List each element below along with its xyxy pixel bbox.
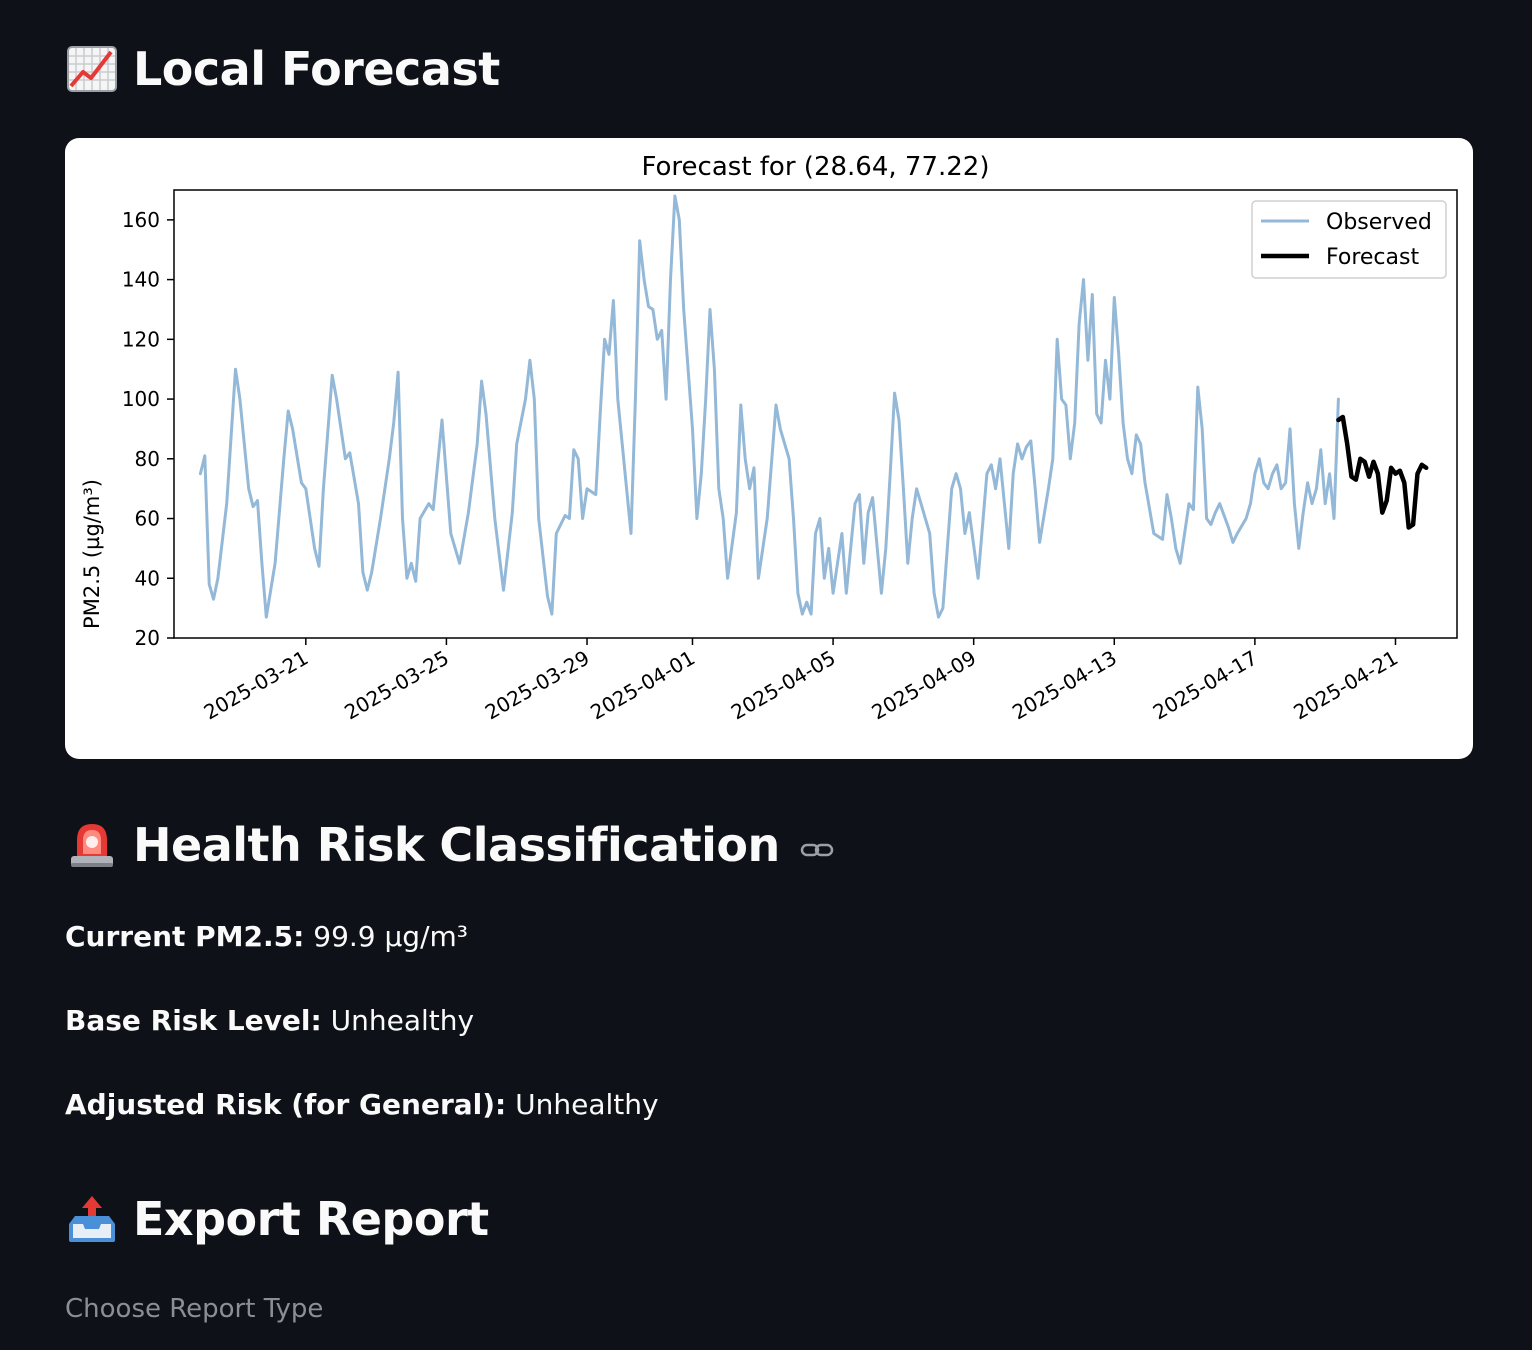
- health-risk-title: Health Risk Classification: [133, 818, 780, 872]
- police-light-icon: [65, 818, 119, 872]
- series-line-observed: [198, 194, 1340, 619]
- chart-series: [198, 194, 1429, 619]
- local-forecast-title: Local Forecast: [133, 42, 500, 96]
- adjusted-risk-label: Adjusted Risk (for General):: [65, 1088, 507, 1121]
- forecast-chart-svg: Forecast for (28.64, 77.22) PM2.5 (µg/m³…: [80, 152, 1458, 724]
- current-pm25-line: Current PM2.5: 99.9 µg/m³: [65, 920, 468, 953]
- y-tick-label: 100: [122, 387, 160, 411]
- x-axis-ticks: 2025-03-21 2025-03-25 2025-03-292025-04-01…: [200, 638, 1402, 724]
- link-icon[interactable]: [800, 840, 834, 860]
- y-tick-label: 140: [122, 268, 160, 292]
- export-report-heading: Export Report: [65, 1192, 489, 1246]
- x-tick-label: 2025-04-17: [1149, 646, 1262, 725]
- chart-y-axis-label: PM2.5 (µg/m³): [80, 479, 104, 629]
- chart-increasing-icon: [65, 42, 119, 96]
- legend-label-forecast: Forecast: [1326, 245, 1419, 270]
- legend-label-observed: Observed: [1326, 210, 1432, 235]
- y-tick-label: 60: [135, 507, 160, 531]
- x-tick-label: 2025-04-21: [1289, 646, 1402, 725]
- outbox-tray-icon: [65, 1192, 119, 1246]
- x-tick-label: 2025-04-09: [868, 646, 981, 725]
- current-pm25-value: 99.9 µg/m³: [313, 920, 469, 953]
- y-tick-label: 80: [135, 447, 160, 471]
- base-risk-line: Base Risk Level: Unhealthy: [65, 1004, 474, 1037]
- y-tick-label: 40: [135, 566, 160, 590]
- y-axis-ticks: 20 40 60 80 100 120 140 160: [122, 208, 174, 650]
- y-tick-label: 120: [122, 327, 160, 351]
- base-risk-value: Unhealthy: [330, 1004, 475, 1037]
- adjusted-risk-value: Unhealthy: [515, 1088, 659, 1121]
- report-type-label: Choose Report Type: [65, 1294, 324, 1324]
- x-tick-label: 2025-04-05: [727, 646, 840, 725]
- x-tick-label: 2025-03-29: [481, 646, 594, 725]
- chart-legend: Observed Forecast: [1251, 200, 1447, 279]
- x-tick-label: 2025-03-21: [200, 646, 313, 725]
- base-risk-label: Base Risk Level:: [65, 1004, 322, 1037]
- export-report-title: Export Report: [133, 1192, 489, 1246]
- adjusted-risk-line: Adjusted Risk (for General): Unhealthy: [65, 1088, 659, 1121]
- forecast-chart: Forecast for (28.64, 77.22) PM2.5 (µg/m³…: [65, 138, 1473, 759]
- plot-frame: [173, 189, 1458, 639]
- x-tick-label: 2025-04-01: [586, 646, 699, 725]
- x-tick-label: 2025-03-25: [340, 646, 453, 725]
- y-tick-label: 20: [135, 626, 160, 650]
- y-tick-label: 160: [122, 208, 160, 232]
- local-forecast-heading: Local Forecast: [65, 42, 500, 96]
- health-risk-heading: Health Risk Classification: [65, 818, 834, 872]
- current-pm25-label: Current PM2.5:: [65, 920, 305, 953]
- x-tick-label: 2025-04-13: [1008, 646, 1121, 725]
- series-line-forecast: [1336, 414, 1429, 530]
- chart-title: Forecast for (28.64, 77.22): [642, 152, 990, 182]
